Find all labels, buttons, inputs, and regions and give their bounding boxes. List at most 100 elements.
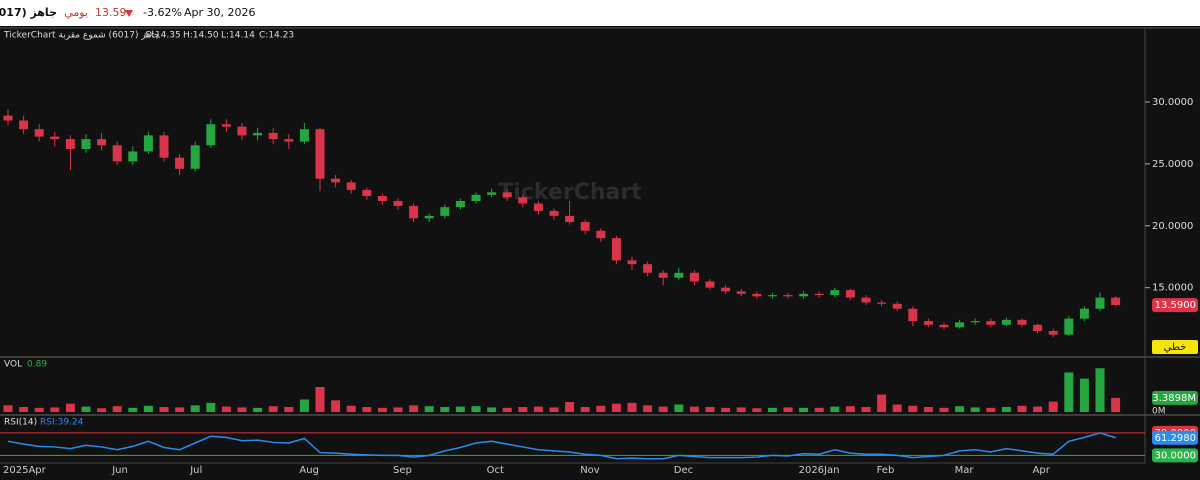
y-tick-label: 30.0000 <box>1152 97 1193 108</box>
candle-body <box>237 126 247 136</box>
date: Apr 30, 2026 <box>184 6 256 19</box>
rsi-title: RSI(14) <box>4 418 37 428</box>
candle-body <box>814 293 824 296</box>
volume-bar <box>65 403 75 412</box>
candle-body <box>845 290 855 298</box>
volume-bar <box>643 405 653 412</box>
volume-bar <box>565 402 575 412</box>
candle-body <box>315 129 325 179</box>
candle-body <box>986 321 996 325</box>
ohlc-label: H:14.50 <box>183 31 219 41</box>
last-rsi: 61.2980 <box>1155 433 1196 444</box>
y-tick-label: 20.0000 <box>1152 221 1193 232</box>
candle-body <box>783 295 793 297</box>
candle-body <box>767 295 777 297</box>
candle-body <box>533 203 543 211</box>
volume-bar <box>611 403 621 412</box>
candle-body <box>1064 318 1074 335</box>
volume-bar <box>284 407 294 412</box>
volume-bar <box>377 407 387 412</box>
ohlc-label: O:14.35 <box>145 31 181 41</box>
x-tick-label: Nov <box>580 465 600 476</box>
x-tick-label: Jul <box>189 465 202 476</box>
volume-bar <box>783 407 793 412</box>
volume-bar <box>923 407 933 412</box>
volume-bar <box>845 406 855 412</box>
x-tick-label: Feb <box>877 465 895 476</box>
candle-body <box>455 201 465 208</box>
candle-body <box>502 192 512 198</box>
last-rsi-bg <box>1152 430 1198 445</box>
candle-body <box>970 321 980 323</box>
candle-body <box>721 287 731 292</box>
candle-body <box>393 201 403 206</box>
volume-bar <box>596 405 606 412</box>
volume-bar <box>752 408 762 412</box>
volume-bar <box>424 406 434 412</box>
volume-bar <box>1048 401 1058 412</box>
volume-bar <box>658 406 668 412</box>
volume-bar <box>440 407 450 412</box>
header-bar <box>0 0 1200 26</box>
volume-bar <box>814 407 824 412</box>
last-price-bg <box>1152 298 1198 313</box>
candle-body <box>440 207 450 216</box>
x-tick-label: Jun <box>111 465 128 476</box>
candle-body <box>377 196 387 201</box>
volume-bar <box>830 406 840 412</box>
volume-bar <box>861 407 871 412</box>
x-tick-label: Oct <box>487 465 504 476</box>
candle-body <box>596 230 606 239</box>
candle-body <box>268 132 278 140</box>
volume-bar <box>221 406 231 412</box>
volume-bar <box>159 407 169 412</box>
volume-bar <box>799 407 809 412</box>
volume-bar <box>689 406 699 412</box>
candle-body <box>206 124 216 146</box>
candle-body <box>955 322 965 328</box>
rsi-level: 30.0000 <box>1155 450 1196 461</box>
candle-body <box>81 139 91 149</box>
volume-bar <box>533 406 543 412</box>
rsi-line <box>7 432 1116 460</box>
candle-body <box>830 290 840 296</box>
volume-bar <box>268 406 278 412</box>
rsi-level-bg <box>1152 448 1198 463</box>
volume-bar <box>190 405 200 412</box>
last-volume-bg <box>1152 390 1198 405</box>
volume-bar <box>1017 405 1027 412</box>
rsi-value: RSI:39.24 <box>40 418 84 428</box>
candle-body <box>346 182 356 190</box>
candle-body <box>190 145 200 169</box>
vol-value: 0.89 <box>27 360 47 370</box>
candle-body <box>128 151 138 162</box>
candle-body <box>1033 324 1043 331</box>
candle-body <box>284 139 294 142</box>
candle-body <box>34 129 44 137</box>
volume-bar <box>362 407 372 412</box>
x-tick-label: 2026Jan <box>799 465 840 476</box>
volume-bar <box>705 407 715 412</box>
volume-bar <box>237 407 247 412</box>
volume-bar <box>986 407 996 412</box>
candle-body <box>861 297 871 303</box>
candle-body <box>97 139 107 146</box>
style-button-bg[interactable] <box>1152 340 1198 354</box>
candle-body <box>3 115 13 121</box>
volume-bar <box>112 406 122 412</box>
candle-body <box>923 321 933 325</box>
volume-bar <box>346 405 356 412</box>
y-tick-label: 0M <box>1152 407 1166 417</box>
candle-body <box>1079 308 1089 319</box>
volume-bar <box>955 406 965 412</box>
period: يومي <box>64 6 88 19</box>
volume-bar <box>393 407 403 412</box>
candle-body <box>689 272 699 282</box>
candle-body <box>549 210 559 216</box>
volume-bar <box>580 407 590 412</box>
candle-body <box>1095 297 1105 309</box>
style-button[interactable]: خطي <box>1164 342 1187 353</box>
candle-body <box>518 197 528 204</box>
candle-body <box>424 215 434 219</box>
